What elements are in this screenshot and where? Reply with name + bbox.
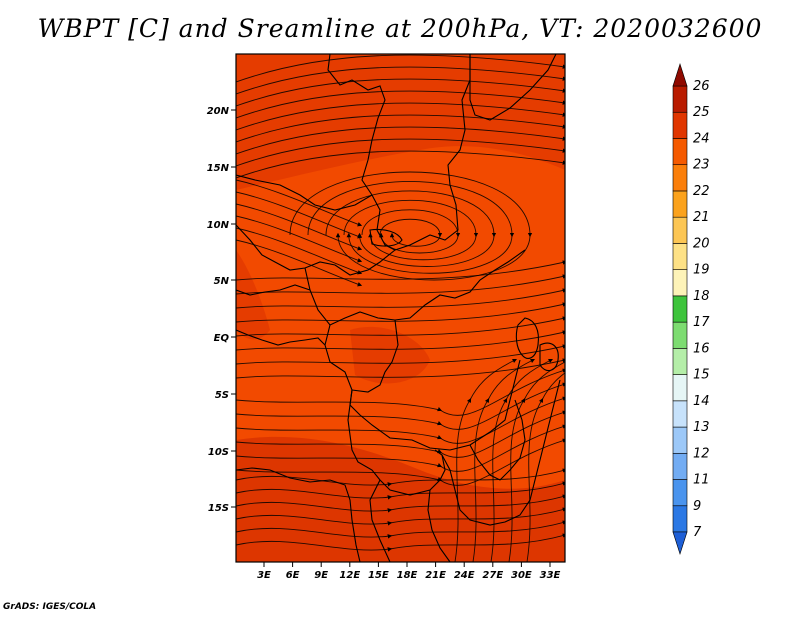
streamline	[236, 179, 363, 227]
colorbar-label: 18	[693, 289, 710, 304]
lon-tick-label: 33E	[540, 570, 561, 581]
colorbar-segment	[672, 295, 688, 323]
streamline	[236, 78, 565, 107]
streamline	[236, 54, 565, 83]
colorbar-segment	[672, 426, 688, 454]
lon-tick-label: 9E	[314, 570, 328, 581]
streamline	[236, 203, 363, 251]
streamline	[289, 171, 533, 281]
streamline	[236, 288, 565, 309]
lat-tick-label: 5N	[214, 276, 230, 287]
colorbar-segment	[672, 190, 688, 218]
colorbar-segment	[672, 321, 688, 349]
warm-patch	[350, 326, 430, 384]
colorbar-label: 22	[693, 184, 710, 199]
streamline	[236, 260, 565, 281]
longitude-axis: 3E 6E 9E 12E 15E 18E 21E 24E 27E 30E 33E	[257, 562, 561, 581]
colorbar: 7 9 11 12 13 14 15 16 17 18 19 20 21 22 23 24 25 26	[672, 63, 710, 555]
colorbar-segment	[672, 216, 688, 244]
lon-tick-label: 30E	[511, 570, 532, 581]
colorbar-segment	[672, 479, 688, 507]
streamline	[236, 138, 565, 167]
colorbar-label: 7	[693, 525, 702, 540]
streamline	[236, 274, 565, 295]
colorbar-segment	[672, 374, 688, 402]
streamline	[236, 66, 565, 95]
streamline	[236, 191, 363, 239]
lat-tick-label: EQ	[214, 333, 230, 344]
colorbar-label: 16	[693, 341, 710, 356]
colorbar-label: 17	[693, 315, 710, 330]
colorbar-segment	[672, 452, 688, 480]
map-plot-area	[236, 54, 565, 562]
streamline	[236, 316, 565, 337]
grads-credit: GrADS: IGES/COLA	[3, 602, 97, 612]
colorbar-label: 25	[693, 105, 710, 120]
colorbar-label: 23	[693, 158, 710, 173]
colorbar-label: 11	[693, 473, 710, 488]
lon-tick-label: 15E	[368, 570, 389, 581]
lon-tick-label: 27E	[482, 570, 503, 581]
map-frame	[235, 53, 566, 563]
colorbar-label: 9	[693, 499, 701, 514]
colorbar-segment	[672, 85, 688, 113]
lat-tick-label: 15S	[208, 503, 229, 514]
colorbar-label: 24	[693, 131, 710, 146]
lon-tick-label: 12E	[339, 570, 360, 581]
lon-tick-label: 6E	[286, 570, 300, 581]
streamline	[236, 330, 565, 351]
colorbar-segment	[672, 269, 688, 297]
colorbar-label: 15	[693, 368, 710, 383]
streamline	[236, 150, 565, 179]
lon-tick-label: 18E	[397, 570, 418, 581]
colorbar-label: 12	[693, 446, 710, 461]
streamline	[236, 227, 363, 275]
lon-tick-label: 3E	[257, 570, 271, 581]
colorbar-label: 21	[693, 210, 710, 225]
streamline	[236, 533, 565, 552]
streamline	[236, 102, 565, 131]
streamline	[236, 215, 363, 263]
streamlines	[236, 54, 565, 562]
lat-tick-label: 10S	[208, 447, 229, 458]
lon-tick-label: 24E	[454, 570, 475, 581]
colorbar-label: 20	[693, 236, 710, 251]
streamline	[236, 114, 565, 143]
colorbar-segment	[672, 348, 688, 375]
colorbar-segment	[672, 164, 688, 192]
streamline	[236, 126, 565, 155]
lon-tick-label: 21E	[425, 570, 446, 581]
streamline	[236, 90, 565, 119]
colorbar-label: 26	[693, 79, 710, 94]
colorbar-segment	[672, 505, 688, 533]
colorbar-label: 13	[693, 420, 710, 435]
lat-tick-label: 5S	[215, 390, 229, 401]
colorbar-label: 14	[693, 394, 710, 409]
colorbar-segment	[672, 243, 688, 270]
lat-tick-label: 10N	[207, 220, 230, 231]
latitude-axis: 20N 15N 10N 5N EQ 5S 10S 15S	[207, 106, 236, 514]
colorbar-segment	[672, 138, 688, 166]
map-title: WBPT [C] and Sreamline at 200hPa, VT: 20…	[37, 14, 763, 43]
colorbar-max-arrow	[672, 63, 688, 87]
colorbar-segment	[672, 111, 688, 139]
streamline	[236, 302, 565, 323]
warm-patch	[236, 54, 565, 190]
colorbar-min-arrow	[672, 531, 688, 555]
colorbar-segment	[672, 400, 688, 428]
lat-tick-label: 20N	[207, 106, 230, 117]
streamline	[236, 344, 565, 365]
streamline	[236, 239, 363, 287]
colorbar-label: 19	[693, 263, 710, 278]
lat-tick-label: 15N	[207, 163, 230, 174]
